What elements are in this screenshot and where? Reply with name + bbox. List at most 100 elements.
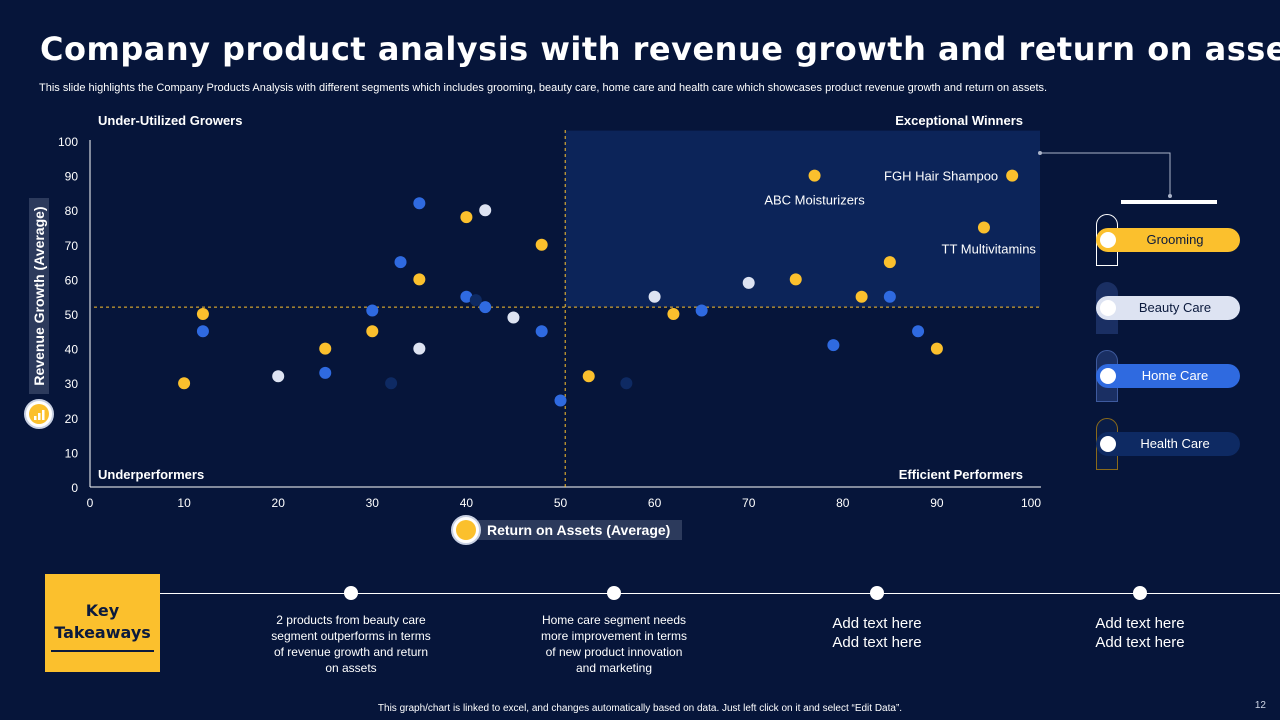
point-grooming: [535, 238, 548, 251]
y-tick-label: 70: [65, 239, 79, 253]
point-annotation: ABC Moisturizers: [764, 193, 865, 208]
takeaway-text: 2 products from beauty care segment outp…: [271, 613, 431, 675]
legend-item-health-care[interactable]: Health Care: [1096, 418, 1242, 474]
legend-item-grooming[interactable]: Grooming: [1096, 214, 1242, 270]
point-home-care: [827, 339, 840, 352]
legend-label: Health Care: [1096, 432, 1240, 456]
point-beauty-care: [648, 290, 661, 303]
point-beauty-care: [272, 370, 285, 383]
y-tick-label: 60: [65, 273, 79, 287]
toggle-knob-icon: [1100, 368, 1116, 384]
point-grooming: [196, 308, 209, 320]
y-tick-label: 20: [65, 412, 79, 426]
y-tick-label: 30: [65, 377, 79, 391]
point-grooming: [855, 290, 868, 303]
x-tick-label: 60: [648, 496, 662, 510]
point-grooming: [930, 342, 943, 355]
point-home-care: [883, 290, 896, 303]
key-takeaways-line2: Takeaways: [54, 623, 151, 642]
x-tick-label: 80: [836, 496, 850, 510]
scatter-chart[interactable]: 0 10 20 30 40 50 60 70 80 90 100 0 10 20 30 40 50 60 70 80 9…: [0, 0, 1280, 560]
legend-label: Grooming: [1096, 228, 1240, 252]
point-grooming: [582, 370, 595, 383]
takeaway-text: Add text here Add text here: [1095, 615, 1185, 651]
page-subtitle: This slide highlights the Company Produc…: [39, 82, 1048, 94]
y-tick-label: 10: [65, 446, 79, 460]
x-axis-label: Return on Assets (Average): [487, 522, 670, 538]
timeline-dot: [607, 586, 621, 600]
point-grooming: [366, 325, 379, 338]
point-beauty-care: [479, 204, 492, 217]
y-tick-label: 100: [58, 135, 78, 149]
quadrant-label-top-right: Exceptional Winners: [895, 113, 1023, 128]
key-takeaways-box: Key Takeaways: [45, 574, 160, 672]
point-home-care: [394, 256, 407, 269]
takeaway-text: Add text here Add text here: [832, 615, 922, 651]
page-number: 12: [1254, 700, 1266, 711]
point-home-care: [366, 304, 379, 317]
legend-connector-line: [1040, 152, 1171, 196]
bar-chart-icon: [42, 410, 45, 420]
x-tick-label: 30: [366, 496, 380, 510]
point-beauty-care: [742, 276, 755, 289]
x-tick-label: 10: [177, 496, 191, 510]
point-home-care: [554, 394, 567, 407]
point-home-care: [479, 301, 492, 314]
x-tick-label: 40: [460, 496, 474, 510]
x-tick-label: 50: [554, 496, 568, 510]
point-home-care: [460, 290, 473, 303]
timeline-dot: [344, 586, 358, 600]
y-axis-label: Revenue Growth (Average): [31, 206, 47, 385]
point-beauty-care: [507, 311, 520, 324]
bar-chart-icon: [38, 413, 41, 420]
point-beauty-care: [413, 342, 426, 355]
point-annotation: TT Multivitamins: [942, 242, 1037, 257]
x-tick-label: 100: [1021, 496, 1041, 510]
toggle-knob-icon: [1100, 232, 1116, 248]
y-axis-label-background: [29, 198, 49, 394]
legend-label: Beauty Care: [1096, 296, 1240, 320]
x-tick-label: 90: [930, 496, 944, 510]
point-health-care: [469, 294, 482, 307]
point-grooming: [977, 221, 990, 234]
bar-chart-icon: [34, 416, 37, 420]
takeaway-text: Home care segment needs more improvement…: [540, 613, 688, 675]
point-home-care: [912, 325, 925, 338]
quadrant-label-bottom-right: Efficient Performers: [899, 467, 1023, 482]
key-takeaways-line1: Key: [85, 601, 120, 620]
y-tick-label: 40: [65, 343, 79, 357]
x-tick-label: 20: [272, 496, 286, 510]
point-health-care: [620, 377, 633, 390]
page-title: Company product analysis with revenue gr…: [40, 30, 1280, 68]
point-home-care: [695, 304, 708, 317]
point-grooming: [413, 273, 426, 286]
quadrant-label-bottom-left: Underperformers: [98, 467, 204, 482]
point-grooming: [808, 169, 821, 182]
y-tick-label: 50: [65, 308, 79, 322]
highlight-region: [565, 130, 1040, 308]
x-tick-label: 70: [742, 496, 756, 510]
legend-label: Home Care: [1096, 364, 1240, 388]
timeline-dot: [1133, 586, 1147, 600]
x-axis-label-background: [478, 520, 682, 540]
point-grooming: [667, 308, 680, 320]
legend-item-beauty-care[interactable]: Beauty Care: [1096, 282, 1242, 338]
legend-item-home-care[interactable]: Home Care: [1096, 350, 1242, 406]
point-grooming: [1006, 169, 1019, 182]
assets-icon: [456, 520, 476, 540]
point-grooming: [460, 211, 473, 224]
point-home-care: [196, 325, 209, 338]
y-tick-label: 80: [65, 204, 79, 218]
y-tick-label: 90: [65, 170, 79, 184]
connector-dot: [1168, 194, 1172, 198]
quadrant-label-top-left: Under-Utilized Growers: [98, 113, 242, 128]
point-home-care: [413, 197, 426, 210]
y-tick-label: 0: [71, 481, 78, 495]
point-grooming: [883, 256, 896, 269]
toggle-knob-icon: [1100, 300, 1116, 316]
x-tick-label: 0: [87, 496, 94, 510]
divider: [51, 650, 154, 652]
legend-header-bar: [1121, 200, 1217, 204]
timeline-line: [160, 593, 1280, 594]
point-home-care: [535, 325, 548, 338]
